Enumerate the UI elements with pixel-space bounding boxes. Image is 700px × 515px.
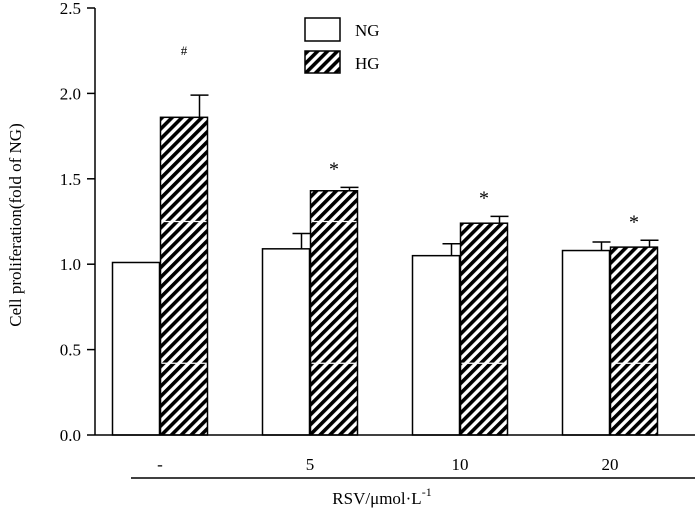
bar-hg-3	[609, 246, 659, 436]
y-axis: 0.0 0.5 1.0 1.5 2.0 2.5	[60, 0, 96, 445]
bar-ng-0	[111, 261, 161, 436]
bar-hg-1	[309, 190, 359, 436]
y-tick-label-4: 2.0	[60, 84, 81, 103]
x-axis: - 5 10 20	[95, 434, 695, 479]
x-tick-label-1: 5	[306, 455, 315, 474]
x-tick-label-0: -	[157, 455, 163, 474]
significance-mark-hg-0: #	[181, 43, 188, 58]
legend-label-ng: NG	[355, 21, 380, 40]
significance-mark-hg-2: *	[479, 187, 489, 209]
bar-ng-1	[261, 248, 311, 436]
y-tick-label-3: 1.5	[60, 170, 81, 189]
y-tick-label-2: 1.0	[60, 255, 81, 274]
significance-mark-hg-3: *	[629, 211, 639, 233]
y-tick-label-0: 0.0	[60, 426, 81, 445]
legend-label-hg: HG	[355, 54, 380, 73]
y-axis-label: Cell proliferation(fold of NG)	[6, 123, 25, 326]
x-tick-label-2: 10	[452, 455, 469, 474]
x-tick-label-3: 20	[602, 455, 619, 474]
bars: # * * *	[111, 43, 659, 436]
bar-hg-0	[159, 116, 209, 436]
legend: NG HG	[304, 17, 380, 74]
y-tick-label-1: 0.5	[60, 341, 81, 360]
x-axis-label-superscript: -1	[422, 485, 432, 499]
legend-swatch-hg	[304, 50, 341, 74]
x-axis-label: RSV/μmol·L-1	[332, 485, 431, 508]
bar-ng-3	[561, 249, 611, 436]
x-axis-label-main: RSV/μmol·L	[332, 489, 421, 508]
legend-swatch-ng	[304, 17, 341, 42]
y-tick-label-5: 2.5	[60, 0, 81, 18]
bar-ng-2	[411, 254, 461, 436]
significance-mark-hg-1: *	[329, 158, 339, 180]
bar-hg-2	[459, 222, 509, 436]
